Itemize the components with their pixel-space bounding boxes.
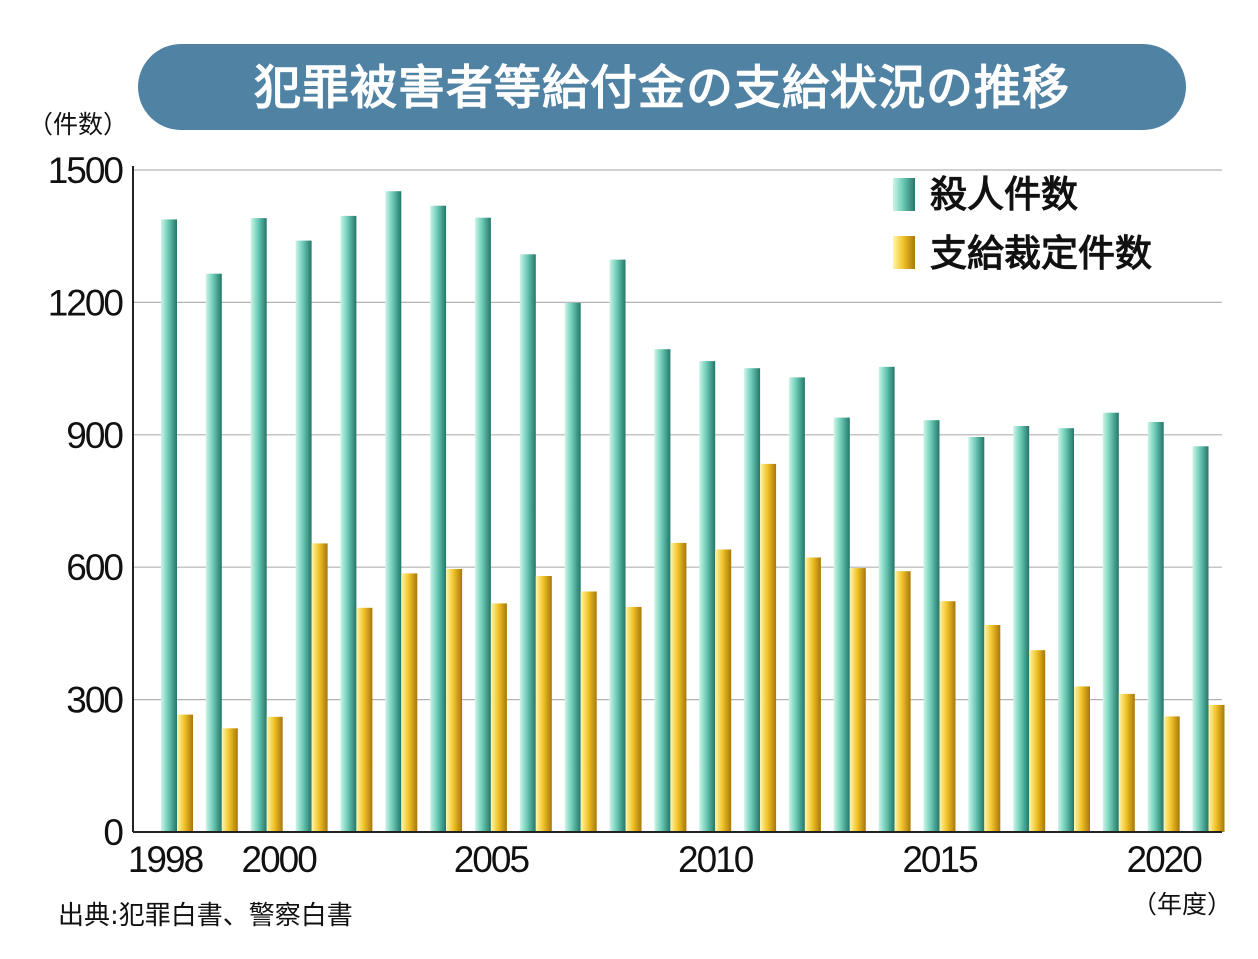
bar-award [580,591,597,832]
bar-award [849,568,866,832]
bar-murder [205,273,222,832]
bar-murder [923,420,940,832]
y-tick-labels: 0 300 600 900 1200 1500 [48,150,126,853]
x-tick-label: 2005 [454,839,530,880]
x-tick-label: 1998 [128,839,203,880]
legend: 殺人件数 支給裁定件数 [893,173,1152,275]
bar-award [939,601,956,832]
bar-award [401,573,418,832]
legend-swatch-murder [893,178,915,211]
bar-award [356,607,373,832]
source-note: 出典:犯罪白書、警察白書 [58,901,353,931]
bar-award [984,625,1001,832]
bar-murder [430,205,447,832]
x-tick-label: 2020 [1127,839,1203,880]
y-axis-unit: （件数） [28,110,128,139]
bar-award [221,728,238,832]
x-tick-label: 2015 [902,839,978,880]
bar-award [760,463,777,832]
bar-murder [1058,428,1074,832]
bar-murder [385,191,402,832]
bar-murder [744,368,761,832]
bar-award [446,569,463,832]
x-tick-labels: 1998 2000 2005 2010 2015 2020 [128,839,1204,880]
bar-murder [788,377,805,832]
bar-murder [161,219,177,832]
bar-murder [1147,422,1164,832]
bar-murder [654,349,671,832]
bar-murder [519,254,536,833]
y-tick-label: 300 [66,680,123,721]
bar-murder [474,217,491,832]
title-background [138,44,1186,130]
chart-title: 犯罪被害者等給付金の支給状況の推移 [254,61,1070,116]
x-tick-label: 2010 [678,839,754,880]
bar-murder [340,215,357,832]
bar-award [535,576,552,832]
bar-award [670,542,687,832]
bar-murder [878,366,895,832]
legend-label-award: 支給裁定件数 [930,232,1152,275]
bar-murder [295,240,312,833]
bar-award [1074,686,1090,832]
title-banner: 犯罪被害者等給付金の支給状況の推移 [138,44,1186,130]
x-tick-label: 2000 [242,839,318,880]
bar-murder [1192,446,1209,832]
legend-label-murder: 殺人件数 [930,173,1078,216]
bars [161,191,1225,833]
x-axis-unit: （年度） [1132,890,1232,919]
bar-murder [833,417,850,832]
bar-murder [699,361,716,832]
bar-murder [564,302,581,832]
y-tick-label: 0 [103,812,123,853]
y-tick-label: 600 [66,547,123,588]
bar-murder [1102,412,1119,832]
bar-award [266,716,283,832]
bar-award [1029,650,1046,832]
legend-swatch-award [893,236,915,269]
bar-murder [1013,426,1030,832]
bar-award [625,606,642,832]
bar-award [1118,693,1135,832]
y-tick-label: 1200 [48,282,124,323]
axes [132,166,1222,833]
bar-murder [968,437,985,832]
bar-award [894,571,911,832]
bar-murder [250,218,267,833]
bar-murder [609,259,626,833]
bar-award [177,714,193,832]
y-tick-label: 900 [66,415,123,456]
bar-award [1163,716,1180,832]
bar-award [804,557,821,832]
y-tick-label: 1500 [48,150,124,191]
bar-award [1208,704,1225,832]
bar-award [311,543,328,832]
bar-award [490,603,507,832]
bar-award [715,549,732,832]
